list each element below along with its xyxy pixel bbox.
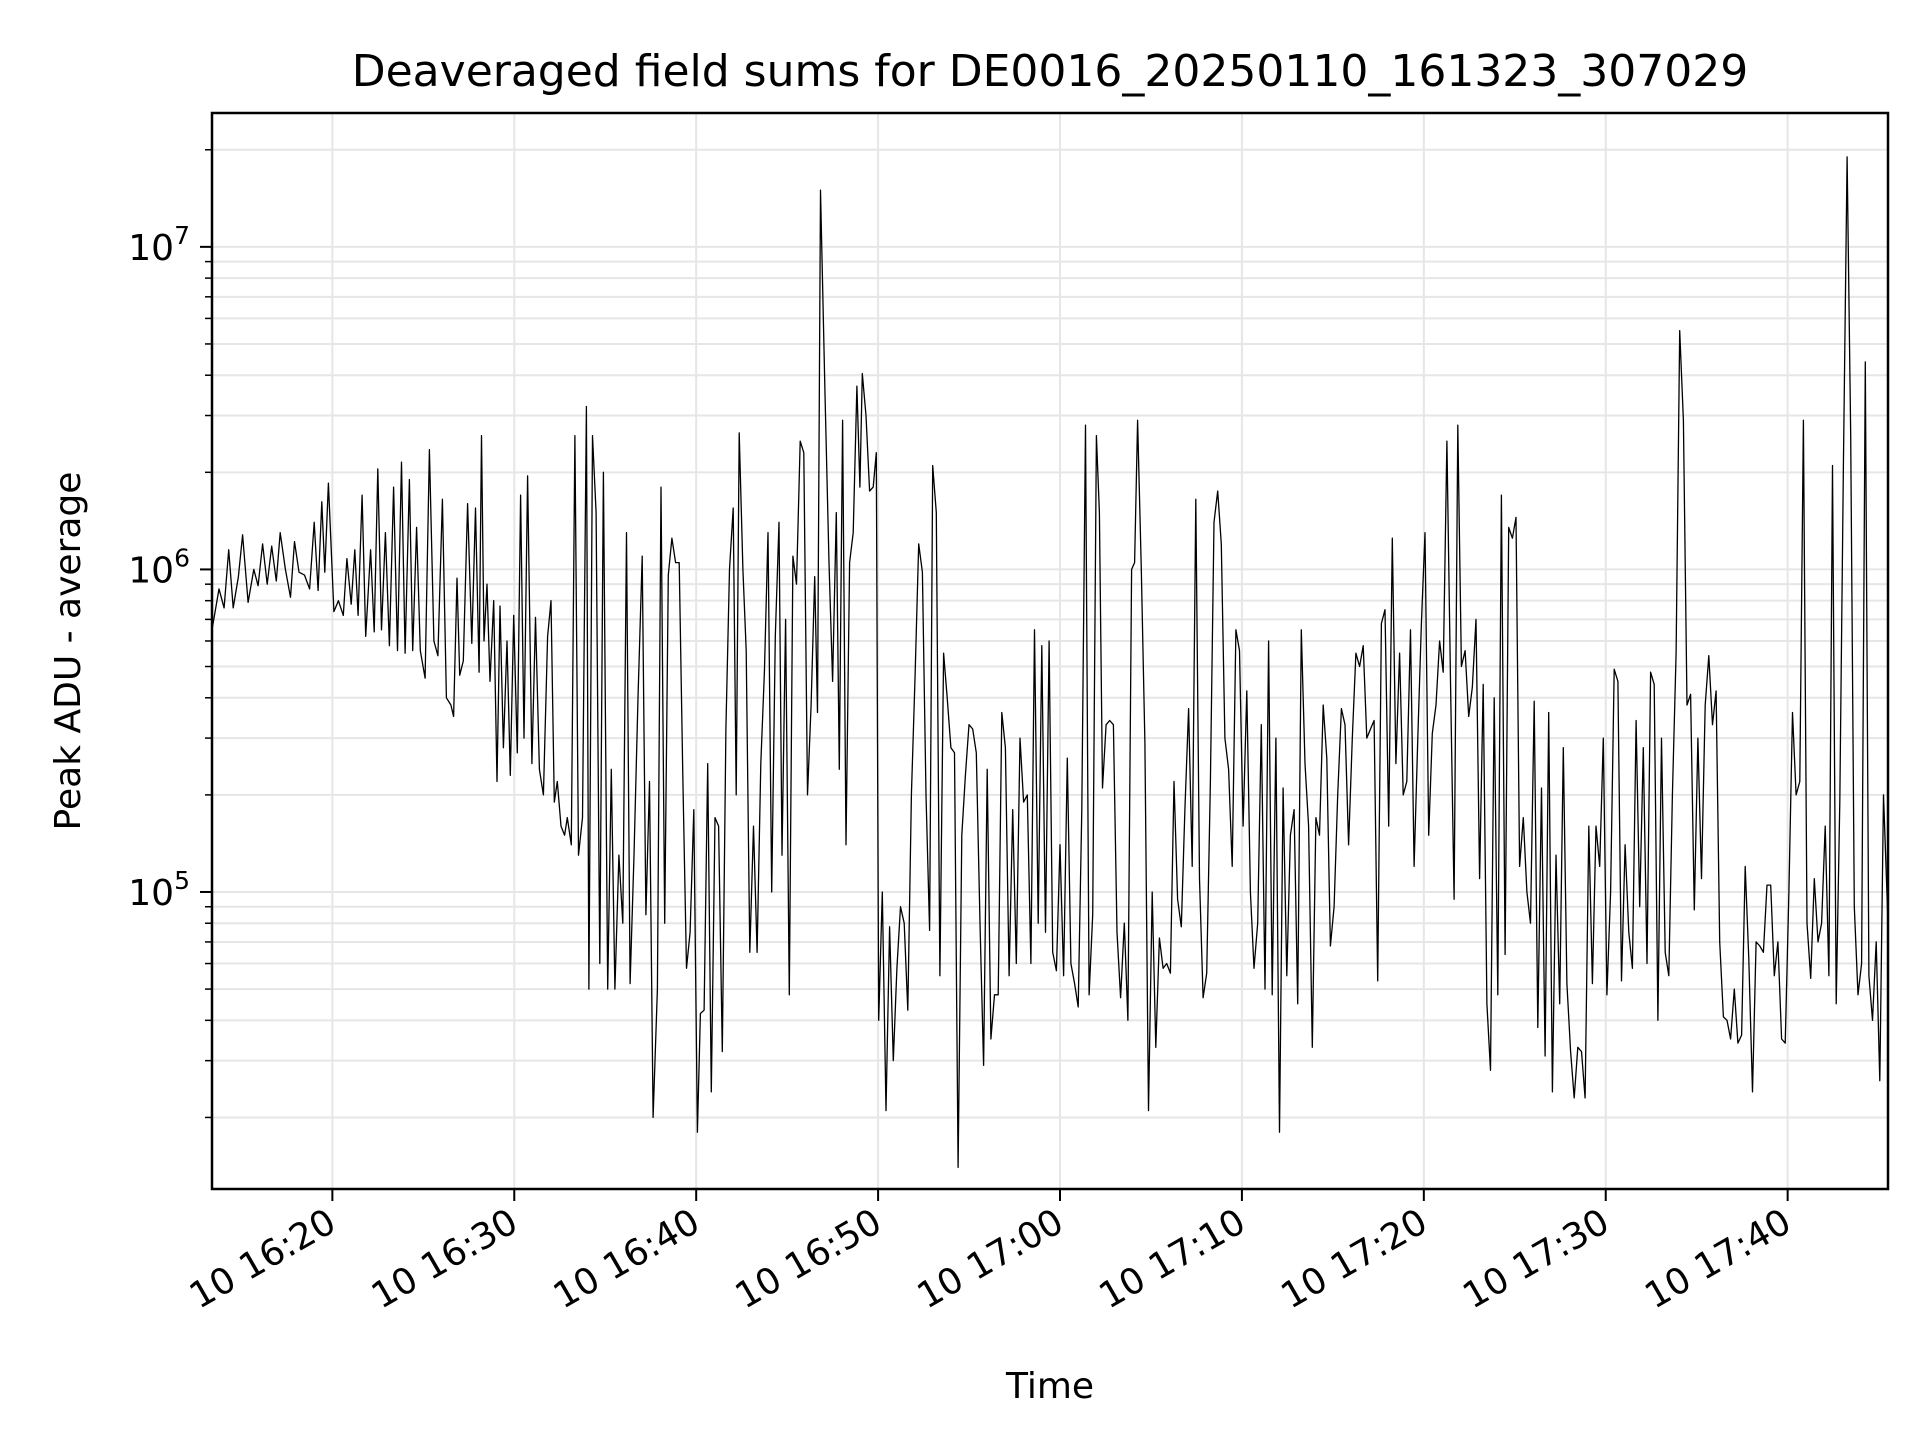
y-axis-label: Peak ADU - average: [48, 472, 89, 831]
series-lines: [212, 156, 1888, 1169]
chart-title: Deaveraged field sums for DE0016_2025011…: [352, 46, 1749, 97]
plot-area-frame: [210, 111, 1890, 1191]
x-axis-label: Time: [1005, 1366, 1094, 1407]
series-line-0: [212, 156, 1888, 1169]
y-tick-label: 105: [128, 866, 190, 914]
y-tick-label: 106: [128, 543, 190, 591]
y-tick-label: 107: [128, 221, 190, 269]
